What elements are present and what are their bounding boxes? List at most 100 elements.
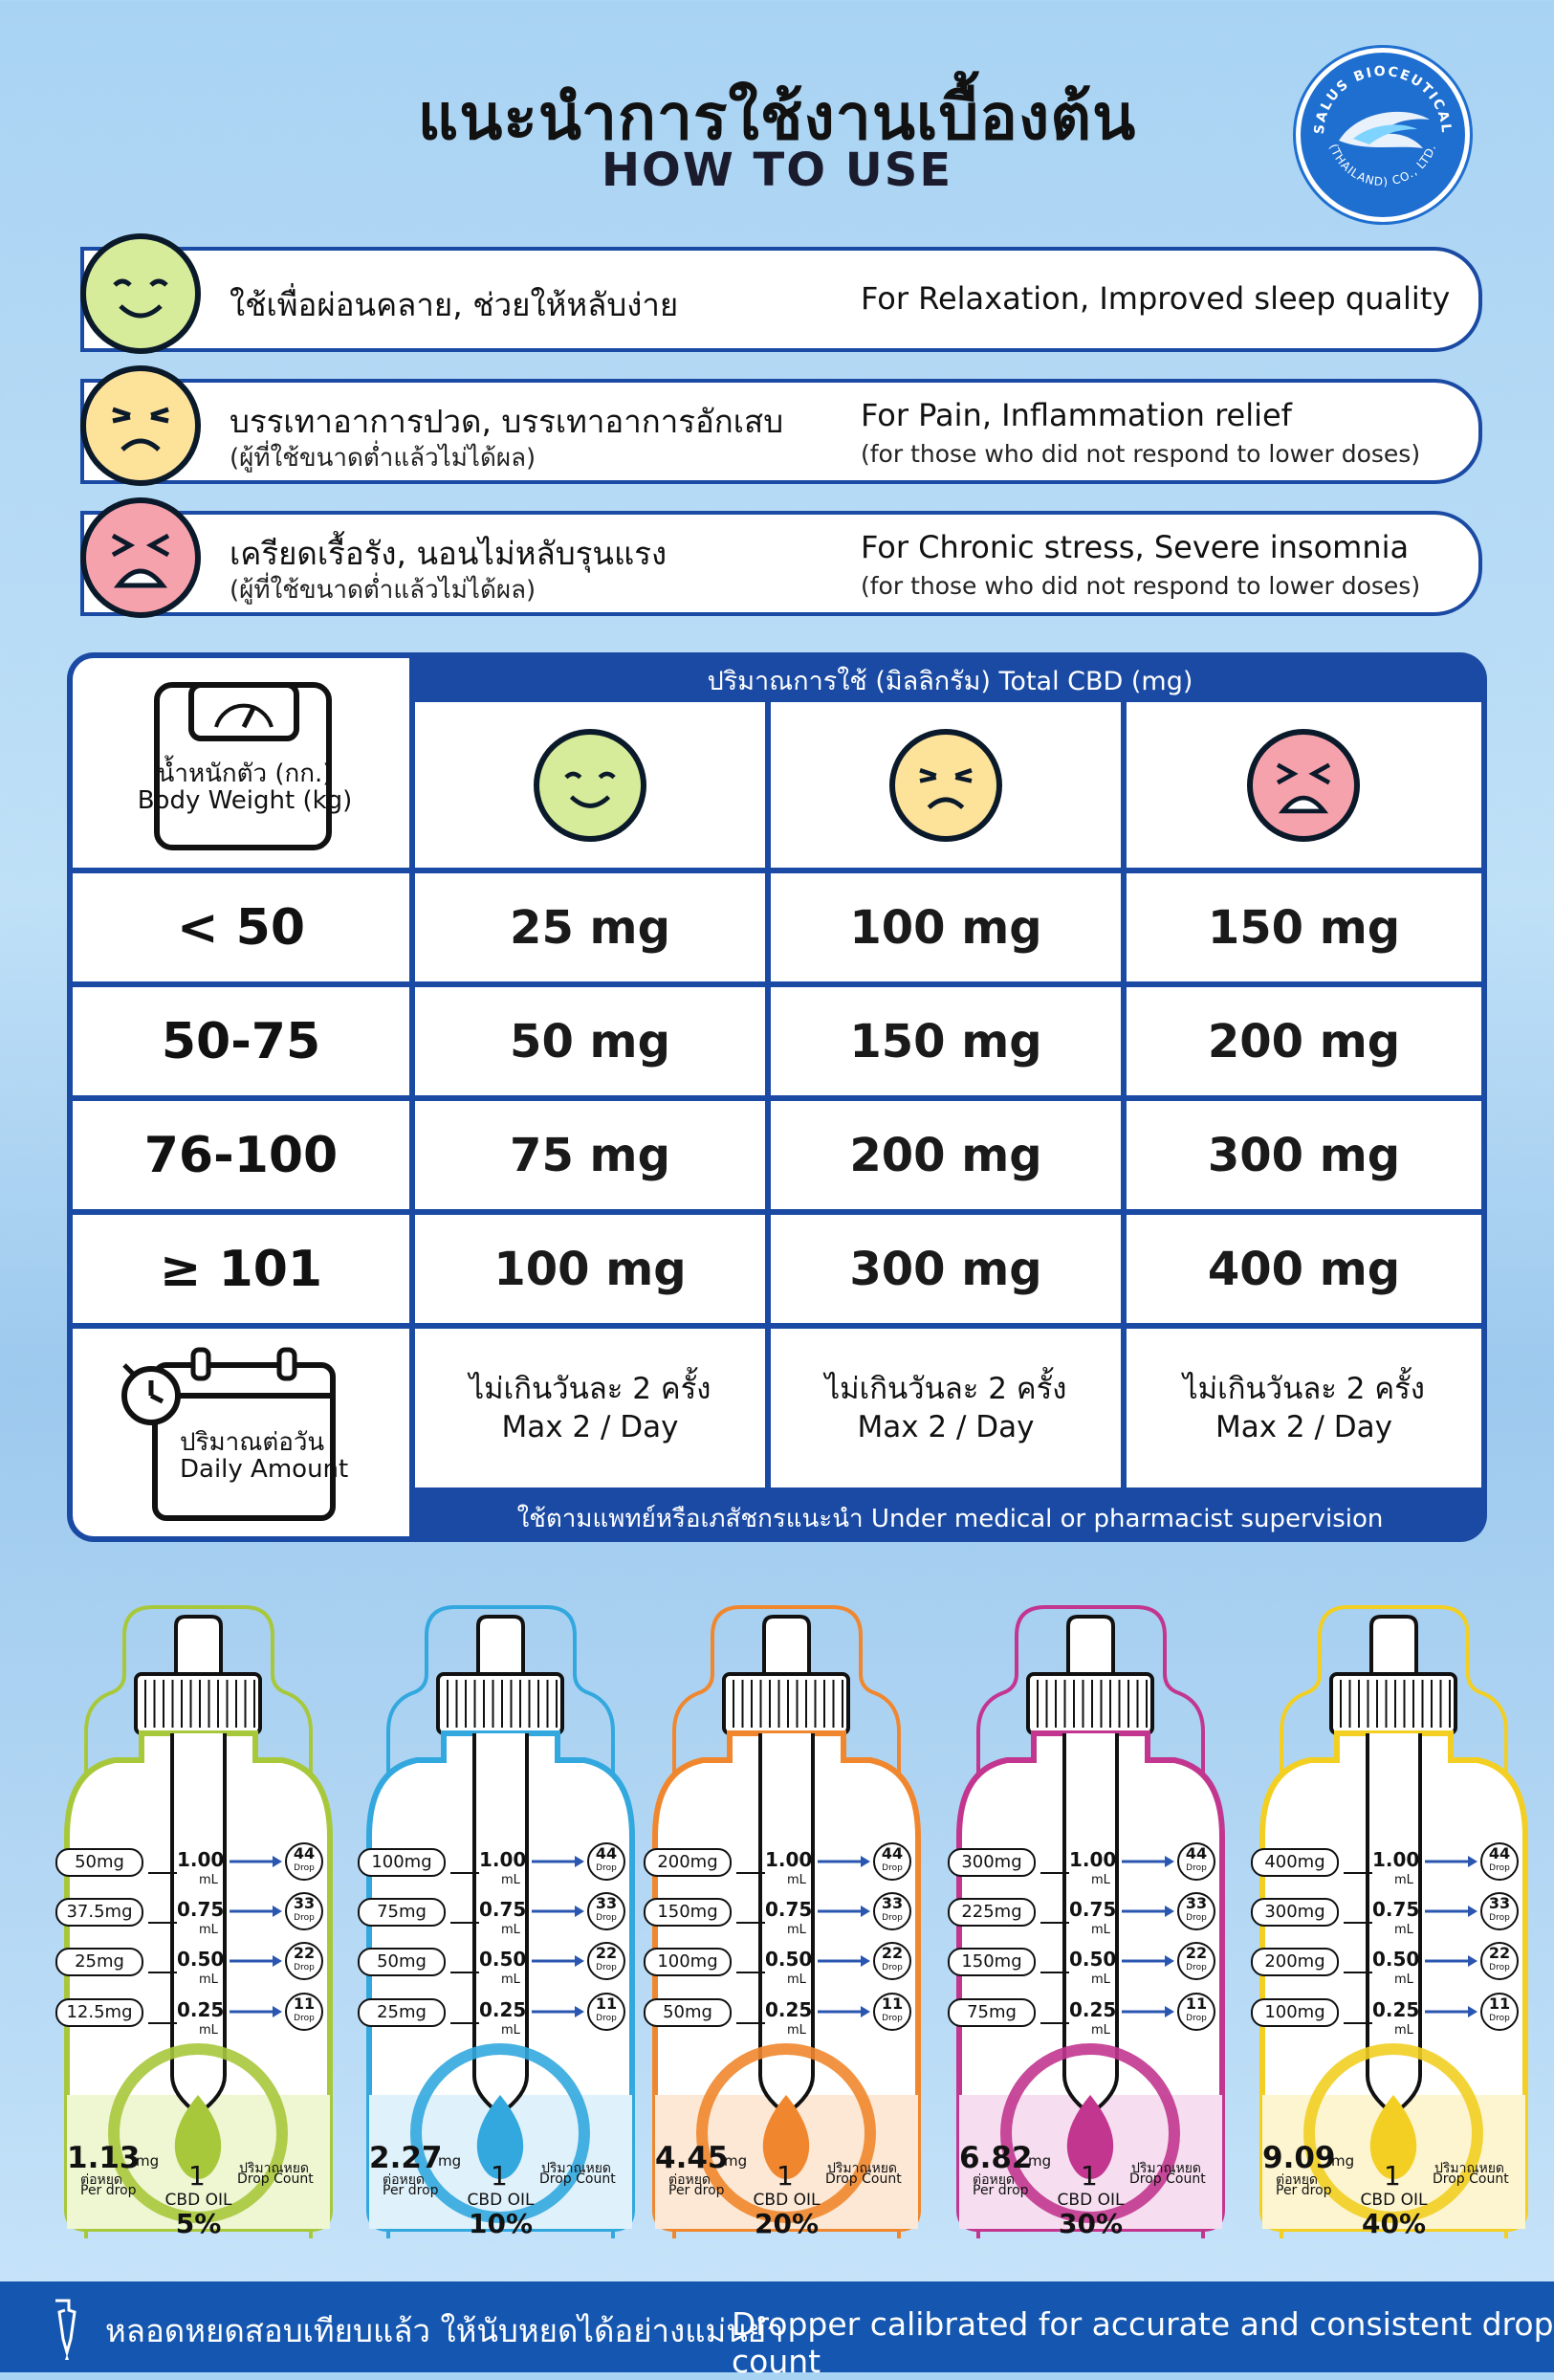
ml-unit: mL xyxy=(1394,1972,1413,1987)
scale-icon xyxy=(154,682,332,850)
per-drop-th: ต่อหยด xyxy=(80,2172,123,2188)
drop-count-label: 11 xyxy=(881,1994,904,2013)
drop-count-label: 33 xyxy=(1488,1894,1511,1912)
mg-unit: mg xyxy=(438,2152,462,2170)
dose-cell: 300 mg xyxy=(771,1215,1121,1323)
ml-mark-label: 1.00 xyxy=(765,1848,813,1871)
mg-mark-label: 37.5mg xyxy=(55,1898,143,1927)
ml-unit: mL xyxy=(501,1972,520,1987)
distressed-face-icon xyxy=(1247,729,1360,842)
cbd-oil-label: CBD OIL xyxy=(467,2191,535,2210)
drop-count-label: 33 xyxy=(1185,1894,1208,1912)
drop-count-en: Drop Count xyxy=(1433,2171,1509,2187)
ml-mark-label: 0.75 xyxy=(479,1898,527,1921)
drop-word: Drop xyxy=(596,1913,617,1923)
per-drop-th: ต่อหยด xyxy=(1276,2172,1319,2188)
cbd-oil-label: CBD OIL xyxy=(1360,2191,1428,2210)
drop-number: 1 xyxy=(188,2160,206,2192)
weight-cell: ≥ 101 xyxy=(73,1215,409,1323)
drop-word: Drop xyxy=(1186,2014,1207,2023)
drop-word: Drop xyxy=(596,1963,617,1972)
mg-mark-label: 150mg xyxy=(644,1898,732,1927)
cbd-percentage: 30% xyxy=(1058,2208,1124,2239)
mg-mark-label: 50mg xyxy=(55,1848,143,1877)
drop-word: Drop xyxy=(294,1963,315,1972)
cbd-bottle: 400mg 1.00 mL 44 Drop 300mg 0.75 mL 33 Drop 200mg 0… xyxy=(1251,1598,1535,2239)
svg-text:(THAILAND) CO., LTD.: (THAILAND) CO., LTD. xyxy=(1326,143,1438,189)
relaxed-face-icon xyxy=(80,233,201,354)
per-drop-en: Per drop xyxy=(973,2183,1029,2198)
dose-cell: 25 mg xyxy=(415,873,765,981)
cbd-oil-label: CBD OIL xyxy=(753,2191,821,2210)
ml-unit: mL xyxy=(501,2023,520,2038)
ml-mark-label: 0.75 xyxy=(1069,1898,1117,1921)
ml-unit: mL xyxy=(199,1873,218,1887)
drop-count-th: ปริมาณหยด xyxy=(827,2161,898,2176)
per-drop-en: Per drop xyxy=(383,2183,439,2198)
mg-mark-label: 400mg xyxy=(1251,1848,1339,1877)
drop-count-en: Drop Count xyxy=(825,2171,902,2187)
use-case-en-sub: (for those who did not respond to lower … xyxy=(861,572,1421,600)
drop-count-label: 44 xyxy=(1185,1844,1208,1862)
drop-word: Drop xyxy=(294,1863,315,1873)
per-drop-value: 2.27 xyxy=(369,2141,443,2175)
mg-mark-label: 12.5mg xyxy=(55,1998,143,2027)
cbd-bottle: 50mg 1.00 mL 44 Drop 37.5mg 0.75 mL 33 Drop 25mg 0.… xyxy=(55,1598,339,2239)
per-drop-value: 6.82 xyxy=(959,2141,1033,2175)
use-case-pain: บรรเทาอาการปวด, บรรเทาอาการอักเสบ (ผู้ที… xyxy=(80,365,1482,486)
dose-cell: 200 mg xyxy=(1127,987,1481,1095)
use-case-en-sub: (for those who did not respond to lower … xyxy=(861,440,1421,468)
dose-cell: 150 mg xyxy=(771,987,1121,1095)
max-th: ไม่เกินวันละ 2 ครั้ง xyxy=(1183,1372,1425,1406)
relaxed-face-icon xyxy=(534,729,646,842)
mg-mark-label: 25mg xyxy=(55,1948,143,1976)
ml-mark-label: 1.00 xyxy=(1069,1848,1117,1871)
mg-unit: mg xyxy=(724,2152,748,2170)
ml-mark-label: 0.75 xyxy=(177,1898,225,1921)
ml-mark-label: 0.25 xyxy=(479,1998,527,2021)
weight-cell: 50-75 xyxy=(73,987,409,1095)
drop-word: Drop xyxy=(882,1963,903,1972)
weight-header-cell: น้ำหนักตัว (กก.) Body Weight (kg) xyxy=(73,658,409,868)
drop-count-label: 22 xyxy=(1185,1944,1208,1962)
company-logo: SALUS BIOCEUTICAL (THAILAND) CO., LTD. xyxy=(1296,48,1470,222)
drop-count-label: 33 xyxy=(881,1894,904,1912)
drop-word: Drop xyxy=(1186,1963,1207,1972)
drop-count-label: 33 xyxy=(595,1894,618,1912)
daily-amount-cell: ปริมาณต่อวัน Daily Amount xyxy=(73,1329,409,1536)
mg-unit: mg xyxy=(1331,2152,1355,2170)
use-case-th: เครียดเรื้อรัง, นอนไม่หลับรุนแรง xyxy=(230,535,668,572)
ml-mark-label: 0.50 xyxy=(1069,1948,1117,1971)
ml-mark-label: 0.50 xyxy=(1372,1948,1420,1971)
table-header: ปริมาณการใช้ (มิลลิกรัม) Total CBD (mg) xyxy=(707,667,1193,696)
drop-word: Drop xyxy=(882,2014,903,2023)
weight-label-th: น้ำหนักตัว (กก.) xyxy=(157,760,333,788)
dose-cell: 300 mg xyxy=(1127,1101,1481,1209)
ml-unit: mL xyxy=(199,1923,218,1937)
drop-count-th: ปริมาณหยด xyxy=(1131,2161,1202,2176)
dose-cell: 400 mg xyxy=(1127,1215,1481,1323)
ml-unit: mL xyxy=(1091,1873,1110,1887)
page-title: แนะนำการใช้งานเบื้องต้น xyxy=(417,80,1137,154)
mg-mark-label: 200mg xyxy=(1251,1948,1339,1976)
dose-cell: 150 mg xyxy=(1127,873,1481,981)
ml-unit: mL xyxy=(501,1873,520,1887)
mg-mark-label: 100mg xyxy=(358,1848,446,1877)
drop-word: Drop xyxy=(1186,1863,1207,1873)
drop-count-label: 11 xyxy=(1488,1994,1511,2013)
ml-unit: mL xyxy=(1394,1873,1413,1887)
per-drop-value: 4.45 xyxy=(655,2141,729,2175)
mg-mark-label: 25mg xyxy=(358,1998,446,2027)
max-per-day-cell: ไม่เกินวันละ 2 ครั้ง Max 2 / Day xyxy=(771,1329,1121,1488)
drop-word: Drop xyxy=(1186,1913,1207,1923)
max-th: ไม่เกินวันละ 2 ครั้ง xyxy=(824,1372,1067,1406)
ml-mark-label: 1.00 xyxy=(479,1848,527,1871)
mg-unit: mg xyxy=(136,2152,160,2170)
drop-count-label: 22 xyxy=(595,1944,618,1962)
drop-count-label: 11 xyxy=(595,1994,618,2013)
use-case-en: For Pain, Inflammation relief xyxy=(861,397,1292,433)
ml-unit: mL xyxy=(1091,2023,1110,2038)
drop-count-label: 22 xyxy=(881,1944,904,1962)
dose-cell: 200 mg xyxy=(771,1101,1121,1209)
ml-mark-label: 0.25 xyxy=(765,1998,813,2021)
